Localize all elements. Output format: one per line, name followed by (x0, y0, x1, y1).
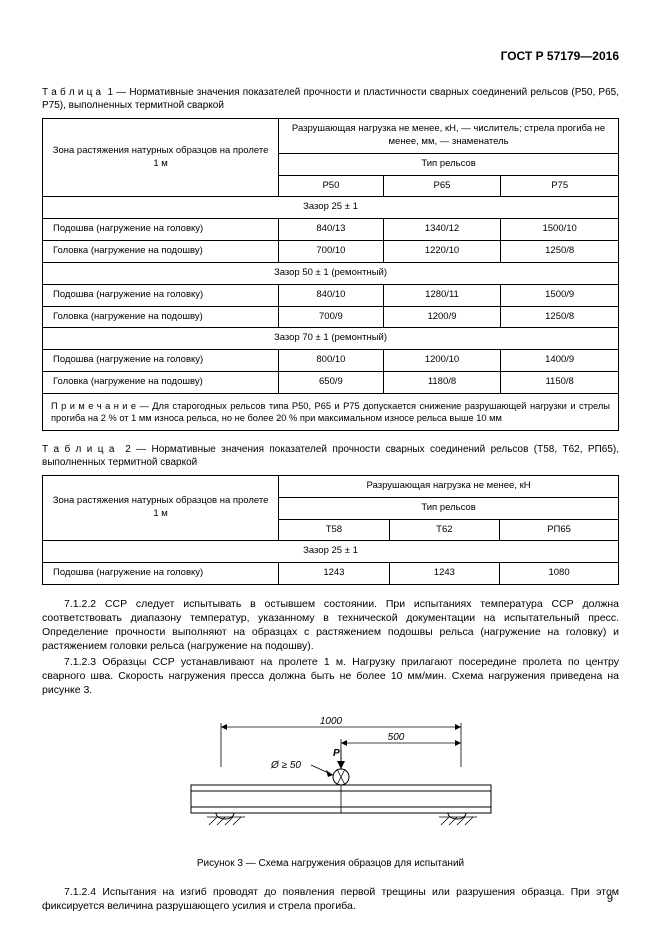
document-header: ГОСТ Р 57179—2016 (42, 48, 619, 64)
t1-r1-label: Подошва (нагружение на головку) (43, 219, 279, 241)
table-row: Подошва (нагружение на головку) 840/13 1… (43, 219, 619, 241)
t1-section1: Зазор 25 ± 1 (43, 197, 619, 219)
t2-typeheader: Тип рельсов (279, 497, 619, 519)
table2-caption-prefix: Т а б л и ц а (42, 444, 114, 455)
para-7-1-2-2: 7.1.2.2 ССР следует испытывать в остывше… (42, 597, 619, 654)
t1-r5-label: Подошва (нагружение на головку) (43, 350, 279, 372)
figure3: 1000 500 P Ø ≥ 50 (42, 713, 619, 871)
para-7-1-2-3: 7.1.2.3 Образцы ССР устанавливают на про… (42, 655, 619, 698)
table-row: Подошва (нагружение на головку) 1243 124… (43, 563, 619, 585)
table2-caption-num: 2 (125, 444, 131, 455)
t2-col1: Т62 (389, 519, 499, 541)
dim-500: 500 (387, 732, 404, 743)
table-row: Подошва (нагружение на головку) 800/10 1… (43, 350, 619, 372)
t2-r1-v0: 1243 (279, 563, 389, 585)
force-label: P (333, 748, 340, 759)
t1-rowheader: Зона растяжения натурных образцов на про… (43, 119, 279, 197)
t1-r6-v2: 1150/8 (501, 371, 619, 393)
t1-r3-v1: 1280/11 (383, 284, 501, 306)
t1-r2-v2: 1250/8 (501, 241, 619, 263)
t2-r1-label: Подошва (нагружение на головку) (43, 563, 279, 585)
t1-r4-v1: 1200/9 (383, 306, 501, 328)
table1-caption-prefix: Т а б л и ц а (42, 87, 101, 98)
t2-topheader: Разрушающая нагрузка не менее, кН (279, 475, 619, 497)
t1-typeheader: Тип рельсов (279, 153, 619, 175)
t2-section1: Зазор 25 ± 1 (43, 541, 619, 563)
t1-r3-label: Подошва (нагружение на головку) (43, 284, 279, 306)
figure3-svg: 1000 500 P Ø ≥ 50 (161, 713, 501, 843)
t1-r5-v2: 1400/9 (501, 350, 619, 372)
table-row: Головка (нагружение на подошву) 700/10 1… (43, 241, 619, 263)
body-block-2: 7.1.2.4 Испытания на изгиб проводят до п… (42, 885, 619, 913)
t1-section2: Зазор 50 ± 1 (ремонтный) (43, 262, 619, 284)
t1-r6-v1: 1180/8 (383, 371, 501, 393)
t2-r1-v2: 1080 (500, 563, 619, 585)
t1-r6-label: Головка (нагружение на подошву) (43, 371, 279, 393)
t1-r5-v0: 800/10 (279, 350, 384, 372)
t1-r5-v1: 1200/10 (383, 350, 501, 372)
figure3-caption: Рисунок 3 — Схема нагружения образцов дл… (42, 857, 619, 871)
t1-note: П р и м е ч а н и е — Для старогодных ре… (43, 393, 619, 430)
t1-topheader: Разрушающая нагрузка не менее, кН, — чис… (279, 119, 619, 154)
t2-col0: Т58 (279, 519, 389, 541)
t1-r2-v0: 700/10 (279, 241, 384, 263)
t1-r1-v2: 1500/10 (501, 219, 619, 241)
t1-section3: Зазор 70 ± 1 (ремонтный) (43, 328, 619, 350)
table1: Зона растяжения натурных образцов на про… (42, 118, 619, 431)
page-number: 9 (607, 892, 613, 907)
diam-label: Ø ≥ 50 (270, 760, 301, 771)
t1-r4-v0: 700/9 (279, 306, 384, 328)
t1-r1-v1: 1340/12 (383, 219, 501, 241)
table2-caption: Т а б л и ц а 2 — Нормативные значения п… (42, 443, 619, 469)
table-row: Головка (нагружение на подошву) 700/9 12… (43, 306, 619, 328)
table1-caption-num: 1 (107, 87, 113, 98)
t1-r1-v0: 840/13 (279, 219, 384, 241)
body-block-1: 7.1.2.2 ССР следует испытывать в остывше… (42, 597, 619, 697)
t2-col2: РП65 (500, 519, 619, 541)
t1-r4-v2: 1250/8 (501, 306, 619, 328)
t1-r3-v2: 1500/9 (501, 284, 619, 306)
t1-col2: Р75 (501, 175, 619, 197)
t1-r4-label: Головка (нагружение на подошву) (43, 306, 279, 328)
page: ГОСТ Р 57179—2016 Т а б л и ц а 1 — Норм… (0, 0, 661, 935)
t1-r2-label: Головка (нагружение на подошву) (43, 241, 279, 263)
table-row: Головка (нагружение на подошву) 650/9 11… (43, 371, 619, 393)
dim-1000: 1000 (319, 716, 342, 727)
t2-rowheader: Зона растяжения натурных образцов на про… (43, 475, 279, 540)
t1-col1: Р65 (383, 175, 501, 197)
t1-col0: Р50 (279, 175, 384, 197)
table1-caption: Т а б л и ц а 1 — Нормативные значения п… (42, 86, 619, 112)
table2: Зона растяжения натурных образцов на про… (42, 475, 619, 585)
table-row: Подошва (нагружение на головку) 840/10 1… (43, 284, 619, 306)
t1-r6-v0: 650/9 (279, 371, 384, 393)
t2-r1-v1: 1243 (389, 563, 499, 585)
table1-caption-text: — Нормативные значения показателей прочн… (42, 87, 619, 111)
t1-r2-v1: 1220/10 (383, 241, 501, 263)
t1-r3-v0: 840/10 (279, 284, 384, 306)
para-7-1-2-4: 7.1.2.4 Испытания на изгиб проводят до п… (42, 885, 619, 913)
